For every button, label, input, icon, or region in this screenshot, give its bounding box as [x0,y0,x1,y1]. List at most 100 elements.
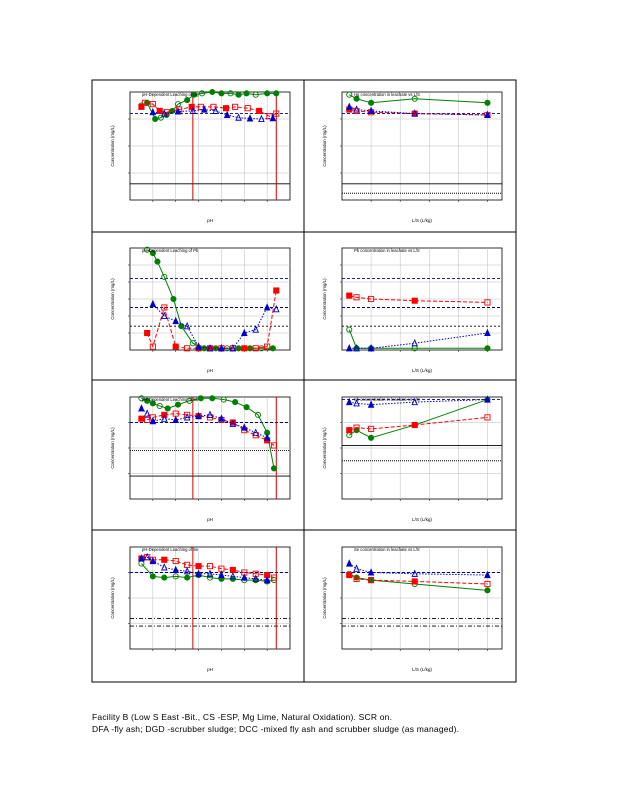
data-point [178,323,185,330]
data-point [172,565,180,573]
data-point [174,401,182,408]
data-point [269,345,276,352]
chart-title: Se concentration in leachate vs L/S [354,547,420,552]
data-point [484,570,491,579]
chart-title: Pb concentration in leachate vs L/S [354,248,420,253]
data-point [264,90,271,97]
data-point [138,395,145,402]
chart-title: Hg concentration in leachate vs L/S [354,92,420,97]
data-point [218,570,225,579]
data-point [218,90,225,97]
series-triangle-3 [345,395,491,408]
data-point [206,574,214,581]
data-point [272,304,280,313]
data-point [252,428,260,436]
data-point [160,563,168,571]
data-point [484,299,491,306]
chart-title: pH-Dependent Leaching of Hg [142,92,199,97]
data-point [273,110,280,117]
chart-8: Se concentration in leachate vs L/S L/S (… [322,546,503,672]
series-triangle-3 [138,404,271,441]
series-triangle-3 [345,328,491,352]
data-point [143,552,151,561]
data-point [368,425,375,432]
data-point [263,575,271,584]
data-point [172,343,179,350]
panel-frame-8 [303,529,517,683]
data-point [190,91,198,98]
data-point [484,99,491,106]
panel-frame-5 [91,379,305,531]
data-point [368,577,375,584]
data-point [149,250,156,257]
data-point [144,416,151,424]
y-axis-label: Concentration (mg/L) [110,125,115,167]
series-line [349,295,488,303]
data-point [264,343,271,350]
data-point [246,114,254,122]
x-axis-label: L/S (L/kg) [412,218,432,223]
y-axis-label: Concentration (mg/L) [322,577,327,619]
data-point [200,105,208,113]
data-point [243,90,250,97]
data-point [195,563,202,570]
chart-title: pH-Dependent Leaching of Sb [142,397,199,402]
data-point [368,295,375,303]
data-point [218,414,225,422]
data-point [270,442,278,449]
x-axis-label: L/S (L/kg) [412,667,432,672]
data-point [411,397,419,406]
y-axis-label: Concentration (mg/L) [110,427,115,469]
data-point [227,90,234,97]
data-point [174,107,182,115]
series-triangle-3 [149,299,280,352]
data-point [252,574,260,582]
data-point [256,107,263,114]
series-square-2 [138,99,280,120]
data-point [353,424,360,431]
data-point [138,404,145,412]
caption-line-2: DFA -fly ash; DGD -scrubber sludge; DCC … [92,724,460,734]
data-point [484,110,491,119]
data-point [172,573,179,580]
series-circle-1 [346,326,491,352]
data-point [240,423,248,431]
y-axis-label: Concentration (mg/L) [322,427,327,469]
data-point [149,343,156,350]
series-square-2 [144,287,280,352]
data-point [411,578,418,585]
data-point [149,556,157,565]
data-point [263,433,271,441]
data-point [183,566,191,575]
data-point [346,427,353,434]
data-point [184,97,191,104]
data-point [229,572,237,580]
series-square-2 [346,106,491,118]
data-point [484,414,491,421]
data-point [273,90,280,97]
data-point [346,292,353,299]
data-point [183,413,191,421]
panel-frame-3 [91,231,305,381]
series-triangle-3 [345,559,491,579]
data-point [235,113,242,121]
series-circle-1 [346,91,491,106]
data-point [222,105,230,112]
data-point [368,434,375,441]
data-point [353,107,360,114]
series-circle-1 [346,396,491,441]
x-axis-label: pH [207,667,213,672]
data-point [484,328,491,337]
data-point [484,345,491,352]
series-square-2 [346,572,491,588]
data-point [143,409,151,417]
data-point [210,103,217,110]
data-point [154,258,161,265]
x-axis-label: L/S (L/kg) [412,368,432,373]
series-square-2 [346,414,491,434]
data-point [353,575,360,582]
data-point [252,345,259,352]
data-point [367,400,375,408]
data-point [144,397,151,404]
